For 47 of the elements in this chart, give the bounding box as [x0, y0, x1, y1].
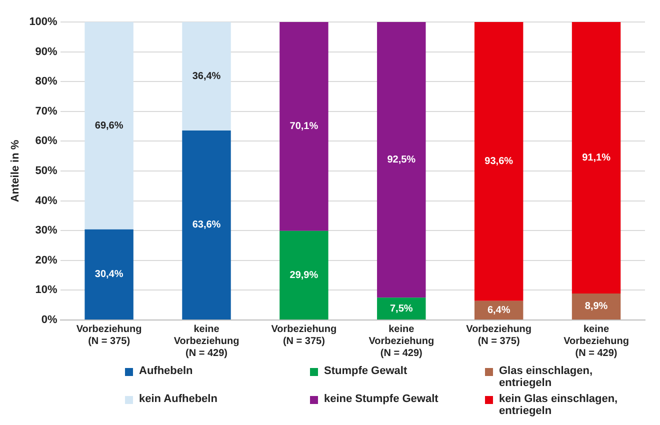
data-label: 93,6%	[484, 156, 514, 168]
bar	[84, 229, 134, 320]
legend-label: kein Aufhebeln	[139, 393, 218, 405]
y-axis-title: Anteile in %	[10, 140, 22, 202]
x-tick-label: Vorbeziehung (N = 375)	[76, 324, 142, 347]
data-label: 36,4%	[192, 70, 221, 82]
bar	[280, 230, 328, 320]
y-tick-label: 20%	[35, 254, 58, 266]
y-tick-label: 40%	[35, 194, 58, 207]
y-tick-label: 60%	[35, 135, 58, 148]
y-tick-label: 50%	[35, 165, 58, 178]
bar	[377, 22, 426, 298]
data-label: 7,5%	[390, 303, 413, 314]
data-label: 6,4%	[487, 304, 510, 316]
y-tick-label: 90%	[35, 46, 58, 58]
y-tick-label: 10%	[35, 284, 58, 296]
legend-label: Stumpfe Gewalt	[324, 365, 408, 377]
legend-label: Aufhebeln	[139, 365, 193, 377]
bar	[474, 22, 524, 301]
y-tick-label: 0%	[41, 314, 58, 326]
bar	[182, 130, 231, 320]
x-tick-label: Vorbeziehung (N = 375)	[466, 324, 532, 347]
x-tick-label: keine Vorbeziehung (N = 429)	[174, 324, 240, 359]
y-tick-label: 30%	[35, 224, 58, 237]
data-label: 91,1%	[582, 152, 611, 164]
legend-label: Glas einschlagen, entriegeln	[499, 365, 594, 389]
data-label: 8,9%	[584, 301, 608, 312]
legend-label: kein Glas einschlagen, entriegeln	[499, 393, 619, 417]
data-label: 63,6%	[192, 220, 221, 231]
data-label: 30,4%	[94, 269, 124, 280]
x-tick-label: Vorbeziehung (N = 375)	[271, 324, 337, 347]
bar	[572, 293, 621, 320]
data-label: 70,1%	[290, 121, 318, 132]
data-label: 92,5%	[387, 154, 416, 166]
bar	[572, 22, 621, 294]
y-tick-label: 80%	[35, 76, 58, 88]
bar	[84, 22, 134, 230]
x-tick-label: keine Vorbeziehung (N = 429)	[368, 324, 434, 359]
data-label: 29,9%	[290, 270, 318, 281]
legend-label: keine Stumpfe Gewalt	[324, 393, 438, 405]
bar	[280, 22, 328, 231]
bar	[377, 298, 426, 320]
y-tick-label: 100%	[29, 16, 58, 28]
data-label: 69,6%	[94, 120, 124, 132]
y-tick-label: 70%	[35, 105, 58, 118]
x-tick-label: keine Vorbeziehung (N = 429)	[564, 324, 629, 359]
bar	[182, 22, 231, 130]
